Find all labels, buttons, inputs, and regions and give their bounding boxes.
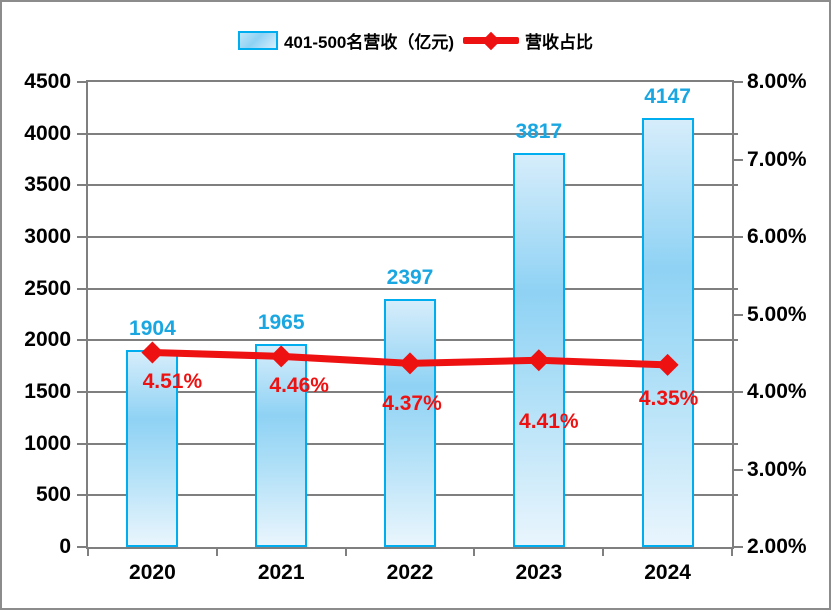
line-marker-diamond <box>270 345 293 368</box>
pct-value-label: 4.37% <box>382 392 442 416</box>
left-axis-label: 1000 <box>24 431 71 455</box>
bar <box>255 343 308 547</box>
left-axis-tick <box>77 184 88 187</box>
legend-label-share: 营收占比 <box>525 33 594 52</box>
left-axis-label: 0 <box>59 535 71 558</box>
line-marker-diamond <box>141 341 164 364</box>
left-axis-tick <box>77 81 88 83</box>
line-marker-diamond <box>656 353 679 376</box>
bar-value-label: 3817 <box>515 119 563 143</box>
bar-value-label: 1904 <box>129 317 176 341</box>
legend-item-share: 营收占比 <box>463 28 593 53</box>
left-axis-label: 4500 <box>24 70 71 93</box>
x-axis-tick <box>473 547 476 556</box>
left-axis-tick <box>77 494 88 497</box>
left-axis-label: 3000 <box>24 225 71 248</box>
left-axis-tick <box>77 287 88 290</box>
left-axis-tick <box>77 391 88 393</box>
legend-label-revenue: 401-500名营收（亿元) <box>283 33 455 52</box>
left-axis-label: 500 <box>35 483 71 507</box>
left-axis-label: 2000 <box>24 328 71 352</box>
pct-value-label: 4.41% <box>519 410 579 434</box>
bar-series-swatch-icon <box>237 31 278 50</box>
right-axis-label: 5.00% <box>747 302 807 326</box>
plot-area <box>86 80 738 549</box>
bar <box>384 299 436 547</box>
bar-value-label: 2397 <box>386 266 434 290</box>
left-axis-tick <box>77 132 88 135</box>
right-axis-label: 8.00% <box>747 70 807 93</box>
right-axis-tick <box>732 546 743 548</box>
left-axis-tick <box>77 236 88 238</box>
x-axis-tick <box>731 547 733 556</box>
left-axis-label: 1500 <box>24 380 71 403</box>
x-axis-label: 2024 <box>644 561 691 584</box>
x-axis-label: 2020 <box>129 561 176 584</box>
left-axis-tick <box>77 546 88 548</box>
pct-value-label: 4.51% <box>142 370 203 394</box>
line-series <box>141 341 679 376</box>
x-axis-tick <box>87 547 89 556</box>
x-axis-tick <box>215 547 218 556</box>
left-axis-tick <box>77 442 88 445</box>
left-axis-label: 4000 <box>24 121 71 145</box>
right-axis-tick <box>732 158 743 161</box>
right-axis-label: 7.00% <box>747 147 807 171</box>
x-axis-tick <box>344 547 347 556</box>
bar <box>126 350 179 547</box>
line-series-swatch-icon <box>463 31 520 50</box>
diamond-marker-icon <box>481 31 501 50</box>
right-axis-tick <box>732 313 743 316</box>
legend-item-revenue: 401-500名营收（亿元) <box>237 28 455 53</box>
x-axis-label: 2022 <box>386 561 434 584</box>
right-axis-label: 6.00% <box>747 225 807 248</box>
pct-value-label: 4.46% <box>269 374 329 398</box>
x-axis-tick <box>602 547 605 556</box>
right-axis-tick <box>732 236 743 238</box>
right-axis-label: 3.00% <box>747 457 807 481</box>
left-axis-label: 2500 <box>24 276 71 300</box>
right-axis-tick <box>732 391 743 393</box>
right-axis-label: 2.00% <box>747 535 807 558</box>
chart-legend: 401-500名营收（亿元) 营收占比 <box>2 28 829 53</box>
left-axis-label: 3500 <box>24 173 71 197</box>
bar-value-label: 1965 <box>257 310 305 334</box>
left-axis-tick <box>77 339 88 342</box>
line-marker-diamond <box>527 349 550 372</box>
right-axis-label: 4.00% <box>747 380 807 403</box>
line-marker-diamond <box>399 352 421 375</box>
right-axis-tick <box>732 468 743 471</box>
bar <box>641 118 694 547</box>
x-axis-label: 2023 <box>515 561 563 584</box>
pct-value-label: 4.35% <box>638 386 699 410</box>
bar-value-label: 4147 <box>644 85 691 109</box>
x-axis-label: 2021 <box>257 561 305 584</box>
right-axis-tick <box>732 81 743 83</box>
